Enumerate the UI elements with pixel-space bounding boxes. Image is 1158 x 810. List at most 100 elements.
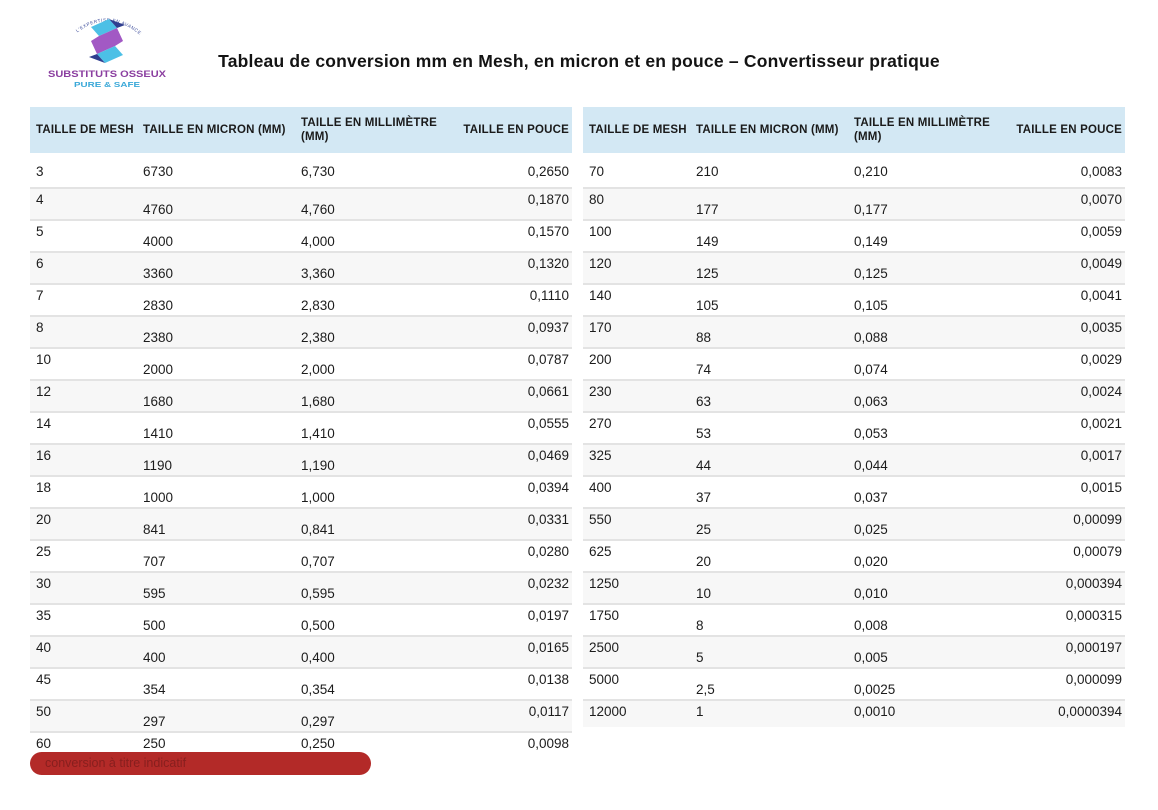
table-row: 30 595 0,595 0,0232 xyxy=(30,571,572,603)
table-cell: 177 xyxy=(696,202,719,217)
table-cell: 1410 xyxy=(143,426,174,441)
table-cell: 4000 xyxy=(143,234,174,249)
table-cell: 2380 xyxy=(143,330,174,345)
table-cell: 2,000 xyxy=(301,362,335,377)
table-cell: 500 xyxy=(143,618,166,633)
table-cell: 0,1320 xyxy=(527,256,569,271)
table-cell: 0,053 xyxy=(854,426,888,441)
table-cell: 0,0555 xyxy=(527,416,569,431)
table-row: 200 74 0,074 0,0029 xyxy=(583,347,1125,379)
table-cell: 16 xyxy=(36,448,52,463)
conversion-table-right: TAILLE DE MESH TAILLE EN MICRON (MM) TAILL… xyxy=(583,107,1125,759)
table-cell: 0,0021 xyxy=(1080,416,1122,431)
table-cell: 0,000315 xyxy=(1065,608,1122,623)
table-cell: 0,177 xyxy=(854,202,888,217)
table-cell: 230 xyxy=(589,384,612,399)
table-cell: 1250 xyxy=(589,576,620,591)
table-cell: 2500 xyxy=(589,640,620,655)
table-row: 70 210 0,210 0,0083 xyxy=(583,161,1125,187)
table-cell: 0,210 xyxy=(854,164,888,179)
table-cell: 2,5 xyxy=(696,682,715,697)
table-cell: 0,0041 xyxy=(1080,288,1122,303)
table-row: 18 1000 1,000 0,0394 xyxy=(30,475,572,507)
table-cell: 37 xyxy=(696,490,712,505)
table-cell: 4 xyxy=(36,192,44,207)
table-cell: 0,0083 xyxy=(1080,164,1122,179)
table-cell: 0,0469 xyxy=(527,448,569,463)
table-cell: 6730 xyxy=(143,164,174,179)
table-cell: 170 xyxy=(589,320,612,335)
table-cell: 0,000197 xyxy=(1065,640,1122,655)
table-cell: 2,830 xyxy=(301,298,335,313)
table-cell: 12000 xyxy=(589,704,627,719)
table-cell: 0,841 xyxy=(301,522,335,537)
table-cell: 1,190 xyxy=(301,458,335,473)
table-cell: 1750 xyxy=(589,608,620,623)
disclaimer-badge[interactable]: conversion à titre indicatif xyxy=(30,752,371,775)
table-cell: 6 xyxy=(36,256,44,271)
table-cell: 400 xyxy=(589,480,612,495)
table-cell: 0,0138 xyxy=(527,672,569,687)
table-cell: 0,1110 xyxy=(529,288,569,303)
table-cell: 0,149 xyxy=(854,234,888,249)
table-cell: 20 xyxy=(696,554,712,569)
conversion-table-left: TAILLE DE MESH TAILLE EN MICRON (MM) TAILL… xyxy=(30,107,572,759)
table-cell: 0,0010 xyxy=(854,704,896,719)
table-cell: 841 xyxy=(143,522,166,537)
table-row: 7 2830 2,830 0,1110 xyxy=(30,283,572,315)
table-cell: 12 xyxy=(36,384,52,399)
table-cell: 53 xyxy=(696,426,712,441)
table-cell: 70 xyxy=(589,164,605,179)
table-cell: 0,000394 xyxy=(1065,576,1122,591)
table-cell: 14 xyxy=(36,416,52,431)
table-row: 16 1190 1,190 0,0469 xyxy=(30,443,572,475)
table-cell: 0,074 xyxy=(854,362,888,377)
table-cell: 297 xyxy=(143,714,166,729)
table-cell: 0,063 xyxy=(854,394,888,409)
table-cell: 0,1570 xyxy=(527,224,569,239)
table-cell: 100 xyxy=(589,224,612,239)
table-row: 1750 8 0,008 0,000315 xyxy=(583,603,1125,635)
table-cell: 1,000 xyxy=(301,490,335,505)
column-header: TAILLE EN POUCE xyxy=(1016,123,1122,136)
table-cell: 8 xyxy=(36,320,44,335)
table-cell: 0,500 xyxy=(301,618,335,633)
table-cell: 0,0331 xyxy=(527,512,569,527)
table-row: 2500 5 0,005 0,000197 xyxy=(583,635,1125,667)
table-cell: 140 xyxy=(589,288,612,303)
table-row: 5000 2,5 0,0025 0,000099 xyxy=(583,667,1125,699)
table-cell: 0,0098 xyxy=(527,736,569,751)
table-cell: 0,0394 xyxy=(527,480,569,495)
column-header: TAILLE EN MICRON (MM) xyxy=(696,123,839,136)
table-cell: 44 xyxy=(696,458,712,473)
table-cell: 25 xyxy=(36,544,52,559)
table-row: 20 841 0,841 0,0331 xyxy=(30,507,572,539)
table-header: TAILLE DE MESH TAILLE EN MICRON (MM) TAILL… xyxy=(30,107,572,153)
table-cell: 80 xyxy=(589,192,605,207)
table-cell: 0,0015 xyxy=(1080,480,1122,495)
table-cell: 0,0029 xyxy=(1080,352,1122,367)
table-cell: 5000 xyxy=(589,672,620,687)
table-row: 170 88 0,088 0,0035 xyxy=(583,315,1125,347)
table-cell: 3360 xyxy=(143,266,174,281)
column-header: TAILLE EN MILLIMÈTRE (MM) xyxy=(854,116,991,143)
table-cell: 10 xyxy=(36,352,52,367)
table-cell: 8 xyxy=(696,618,704,633)
table-row: 1250 10 0,010 0,000394 xyxy=(583,571,1125,603)
table-cell: 45 xyxy=(36,672,52,687)
table-cell: 0,025 xyxy=(854,522,888,537)
table-cell: 0,0232 xyxy=(527,576,569,591)
table-cell: 0,0937 xyxy=(527,320,569,335)
table-cell: 0,00099 xyxy=(1073,512,1122,527)
table-row: 3 6730 6,730 0,2650 xyxy=(30,161,572,187)
table-row: 625 20 0,020 0,00079 xyxy=(583,539,1125,571)
table-cell: 1000 xyxy=(143,490,174,505)
table-cell: 120 xyxy=(589,256,612,271)
table-cell: 625 xyxy=(589,544,612,559)
table-cell: 0,0661 xyxy=(527,384,569,399)
column-header: TAILLE EN POUCE xyxy=(463,123,569,136)
table-cell: 88 xyxy=(696,330,712,345)
table-body: 70 210 0,210 0,0083 80 177 0,177 0,0070 100 149 0,… xyxy=(583,161,1125,727)
